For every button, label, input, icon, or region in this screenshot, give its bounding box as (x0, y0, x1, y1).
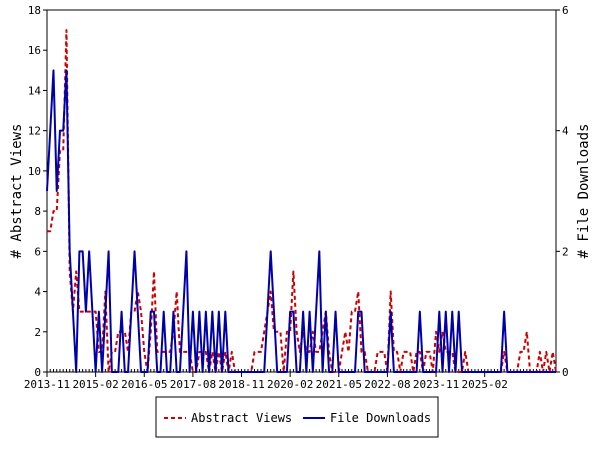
y2-tick-label: 2 (562, 245, 569, 258)
legend: Abstract Views File Downloads (155, 396, 439, 438)
plot-area: 0 2 4 6 8 10 12 14 16 18 0 2 4 6 2013-11 2015-02 2016-05… (24, 4, 569, 391)
series-line-file-downloads (46, 69, 556, 373)
y-tick-label: 0 (34, 366, 41, 379)
legend-label-abstract-views: Abstract Views (191, 411, 292, 425)
y-tick-label: 16 (28, 44, 41, 57)
y-tick-label: 4 (34, 286, 41, 299)
y2-tick-label: 6 (562, 4, 569, 17)
x-tick-label: 2018-11 (218, 378, 264, 391)
y-tick-label: 14 (28, 84, 42, 97)
x-tick-label: 2022-08 (364, 378, 410, 391)
y-tick-label: 8 (34, 205, 41, 218)
x-tick-label: 2017-08 (170, 378, 216, 391)
x-tick-label: 2020-02 (267, 378, 313, 391)
x-tick-label: 2021-05 (316, 378, 362, 391)
x-tick-label: 2016-05 (121, 378, 167, 391)
y-tick-label: 2 (34, 326, 41, 339)
y-tick-label: 18 (28, 4, 41, 17)
y2-tick-label: 0 (562, 366, 569, 379)
x-tick-label: 2025-02 (461, 378, 507, 391)
y2-axis-title: # File Downloads (576, 124, 592, 259)
y-tick-label: 6 (34, 245, 41, 258)
y2-tick-label: 4 (562, 125, 569, 138)
legend-label-file-downloads: File Downloads (330, 411, 431, 425)
x-tick-label: 2015-02 (72, 378, 118, 391)
legend-box (155, 396, 439, 438)
x-tick-label: 2013-11 (24, 378, 70, 391)
y-tick-label: 10 (28, 165, 41, 178)
x-tick-label: 2023-11 (413, 378, 459, 391)
y-tick-label: 12 (28, 125, 41, 138)
y-axis-title: # Abstract Views (9, 124, 25, 259)
